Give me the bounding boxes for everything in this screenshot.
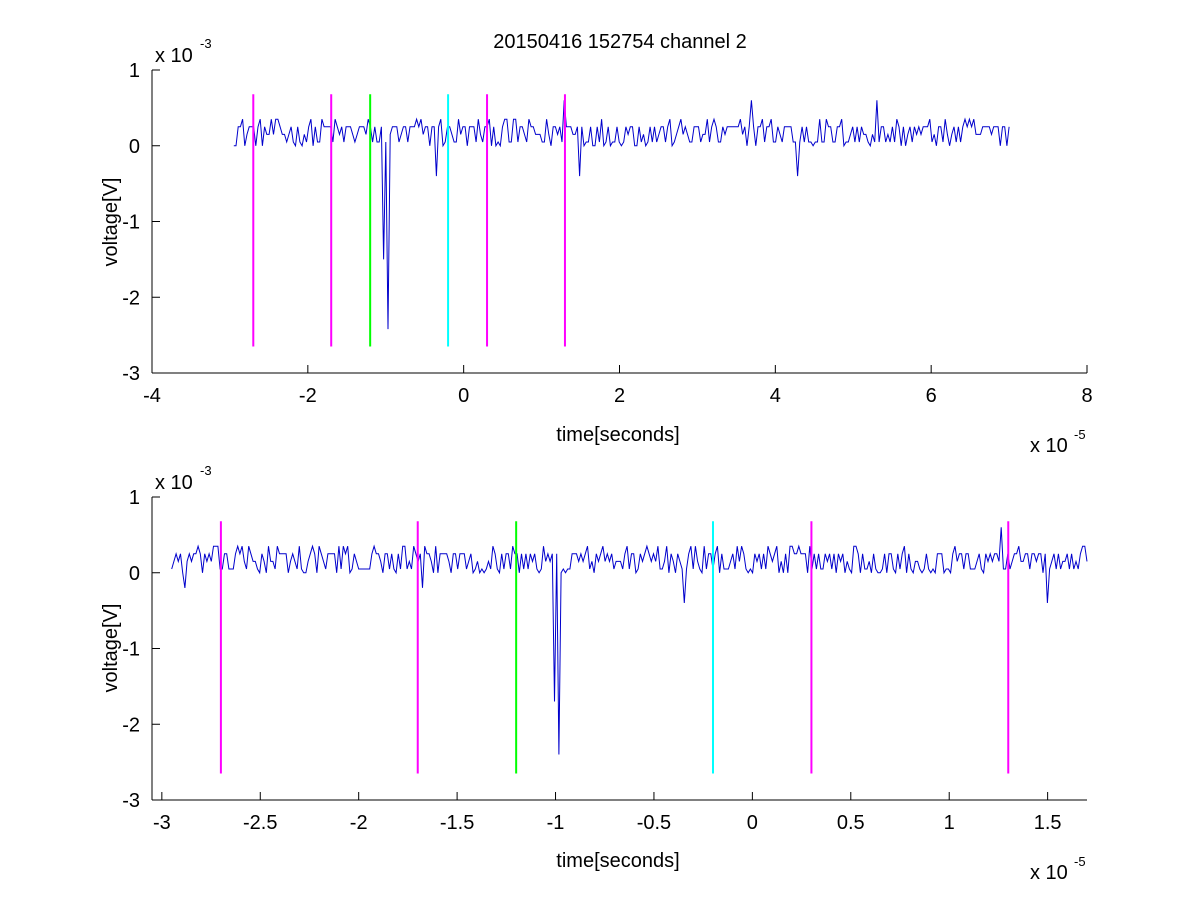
y-tick-label: -3	[122, 790, 140, 812]
y-tick-label: 0	[129, 136, 140, 158]
bottom-plot: -3 -2.5 -2 -1.5 -1 -0.5 0 0.5 1 1.5 -3 -2 -1 0 1 volta…	[100, 463, 1088, 884]
top-y-multiplier-exp: -3	[200, 36, 212, 51]
signal-trace	[233, 100, 1010, 330]
x-tick-label: 4	[770, 385, 781, 407]
y-tick-label: -2	[122, 714, 140, 736]
top-axis-layer: -4 -2 0 2 4 6 8 -3 -2 -1 0 1	[122, 60, 1092, 407]
x-tick-label: 0.5	[837, 812, 865, 834]
y-tick-label: -1	[122, 212, 140, 234]
x-tick-label: -1.5	[440, 812, 474, 834]
x-tick-label: 1	[944, 812, 955, 834]
top-x-multiplier: x 10	[1030, 435, 1068, 457]
x-tick-label: 1.5	[1034, 812, 1062, 834]
y-tick-label: 1	[129, 60, 140, 82]
bottom-y-multiplier: x 10	[155, 472, 193, 494]
top-x-multiplier-exp: -5	[1074, 427, 1086, 442]
top-ylabel: voltage[V]	[100, 178, 122, 267]
bottom-marker-layer	[219, 521, 1010, 774]
y-tick-label: 1	[129, 487, 140, 509]
x-tick-label: -2	[350, 812, 368, 834]
x-tick-label: 8	[1081, 385, 1092, 407]
x-tick-label: 0	[458, 385, 469, 407]
y-tick-label: -2	[122, 287, 140, 309]
y-tick-label: -3	[122, 363, 140, 385]
x-tick-label: -3	[153, 812, 171, 834]
bottom-axis-layer: -3 -2.5 -2 -1.5 -1 -0.5 0 0.5 1 1.5 -3 -2 -1 0 1	[122, 487, 1087, 834]
y-tick-label: -1	[122, 639, 140, 661]
bottom-xlabel: time[seconds]	[556, 850, 679, 872]
y-tick-label: 0	[129, 563, 140, 585]
x-tick-label: -2.5	[243, 812, 277, 834]
bottom-signal-layer	[171, 527, 1088, 755]
top-xlabel: time[seconds]	[556, 424, 679, 446]
signal-trace	[171, 527, 1088, 755]
bottom-plot-area	[152, 497, 1087, 800]
top-plot-area	[152, 70, 1087, 373]
x-tick-label: -4	[143, 385, 161, 407]
top-y-multiplier: x 10	[155, 45, 193, 67]
top-plot: -4 -2 0 2 4 6 8 -3 -2 -1 0 1 voltage[V] time[second…	[100, 36, 1093, 457]
bottom-x-multiplier: x 10	[1030, 862, 1068, 884]
top-signal-layer	[233, 100, 1010, 330]
bottom-y-multiplier-exp: -3	[200, 463, 212, 478]
x-tick-label: -2	[299, 385, 317, 407]
top-marker-layer	[252, 94, 566, 347]
x-tick-label: -0.5	[637, 812, 671, 834]
bottom-x-multiplier-exp: -5	[1074, 854, 1086, 869]
bottom-ylabel: voltage[V]	[100, 604, 122, 693]
x-tick-label: 6	[926, 385, 937, 407]
figure-title: 20150416 152754 channel 2	[493, 31, 747, 53]
x-tick-label: 2	[614, 385, 625, 407]
x-tick-label: -1	[547, 812, 565, 834]
x-tick-label: 0	[747, 812, 758, 834]
